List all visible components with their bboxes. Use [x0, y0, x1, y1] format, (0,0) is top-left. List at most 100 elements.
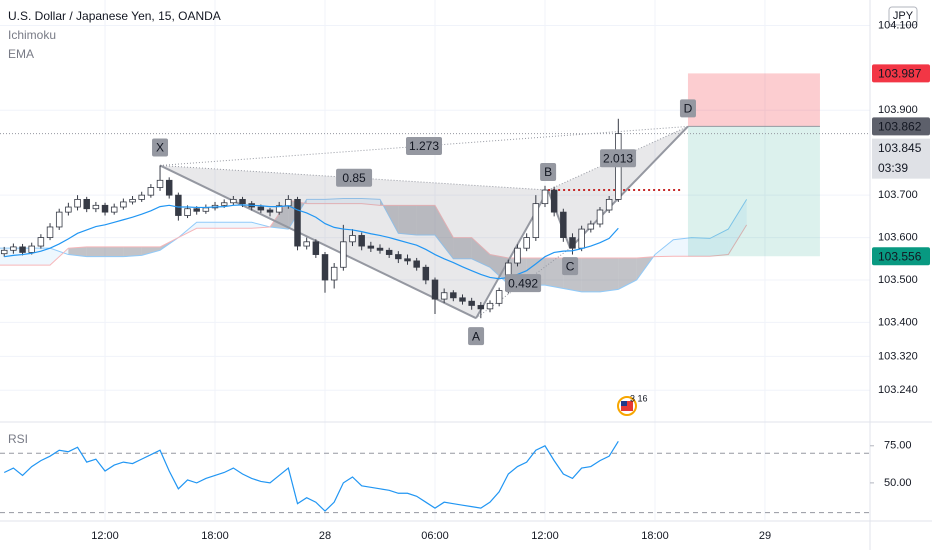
candle-body — [605, 198, 613, 211]
x-tick-label: 12:00 — [91, 530, 119, 542]
stop-zone[interactable] — [687, 73, 820, 127]
pattern-point-label[interactable]: B — [544, 165, 552, 179]
candle-body — [550, 189, 558, 213]
currency-box[interactable] — [888, 6, 918, 26]
pattern-ratio-box[interactable] — [600, 149, 637, 168]
x-tick-label: 06:00 — [421, 530, 449, 542]
pattern-ratio-box[interactable] — [505, 274, 542, 293]
pattern-ratio[interactable]: 0.492 — [508, 276, 538, 290]
candle-body — [468, 300, 475, 306]
candle-body — [349, 235, 356, 243]
x-tick-label: 18:00 — [201, 530, 229, 542]
pattern-point-label-box[interactable] — [468, 327, 485, 346]
candle-body — [10, 246, 17, 251]
pattern-point-label-box[interactable] — [679, 99, 696, 118]
candles — [0, 118, 622, 319]
pattern-ratio[interactable]: 1.273 — [409, 139, 439, 153]
candle-body — [596, 209, 604, 225]
candle-body — [46, 226, 54, 238]
legend: U.S. Dollar / Japanese Yen, 15, OANDA Ic… — [8, 9, 221, 446]
candle-body — [321, 254, 329, 281]
indicator-rsi[interactable]: RSI — [8, 432, 28, 446]
pattern-point-label[interactable]: X — [156, 141, 164, 155]
candle-body — [110, 206, 118, 213]
candle-body — [450, 292, 457, 299]
rsi-tick-label: 75.00 — [884, 440, 912, 452]
candle-body — [486, 302, 494, 310]
rsi-line — [3, 441, 619, 512]
candle-body — [413, 260, 420, 268]
indicator-ichimoku[interactable]: Ichimoku — [8, 28, 56, 42]
candle-body — [202, 207, 210, 212]
entry-tag: 103.862 — [878, 120, 922, 134]
currency[interactable]: JPY — [893, 10, 914, 22]
pattern-ratio-line — [159, 164, 549, 191]
event-label[interactable]: 3 16 — [630, 393, 648, 403]
target-tag-bg — [872, 247, 930, 266]
candle-body — [230, 198, 237, 204]
event-flag-canton[interactable] — [621, 401, 627, 406]
cloud-segment — [343, 198, 362, 204]
candle-body — [459, 297, 466, 302]
candle-body — [569, 237, 576, 249]
countdown: 03:39 — [878, 161, 908, 175]
target-zone[interactable] — [687, 126, 820, 257]
cloud-segment — [728, 199, 747, 255]
candle-body — [220, 202, 228, 206]
pattern-ratio[interactable]: 2.013 — [603, 151, 633, 165]
candle-body — [147, 187, 155, 196]
candle-body — [477, 305, 485, 310]
stop-tag: 103.987 — [878, 67, 922, 81]
cloud-segment — [123, 246, 142, 257]
candle-body — [138, 194, 145, 200]
x-tick-label: 12:00 — [531, 530, 559, 542]
pattern-ratio[interactable]: 0.85 — [342, 171, 366, 185]
candle-body — [193, 208, 200, 212]
candle-body — [560, 211, 567, 238]
candle-body — [37, 237, 45, 247]
pattern-point-label[interactable]: C — [566, 259, 575, 273]
indicator-ema[interactable]: EMA — [8, 47, 34, 61]
candle-body — [523, 237, 530, 249]
candle-body — [330, 266, 338, 281]
candle-body — [275, 205, 283, 213]
rsi-panel — [0, 441, 870, 514]
last-tag: 103.845 — [878, 141, 922, 155]
pattern-point-label-box[interactable] — [562, 257, 579, 276]
pattern-point-label[interactable]: A — [472, 329, 480, 343]
pattern-ratio-box[interactable] — [406, 136, 443, 155]
candle-body — [404, 258, 411, 262]
candle-body — [340, 241, 347, 268]
stop-tag-bg — [872, 64, 930, 83]
candle-body — [74, 198, 81, 208]
candle-body — [376, 247, 384, 251]
pattern-point-label[interactable]: D — [684, 102, 693, 116]
cloud-span-a — [0, 198, 748, 293]
y-tick-label: 103.500 — [878, 274, 918, 286]
candle-body — [19, 246, 26, 253]
last-tag-bg — [872, 138, 930, 179]
pattern-ratio-box[interactable] — [336, 168, 373, 187]
pattern-point-label-box[interactable] — [152, 138, 169, 157]
y-tick-label: 103.600 — [878, 231, 918, 243]
candle-body — [257, 206, 265, 211]
candle-body — [65, 206, 72, 213]
cloud-segment — [435, 205, 454, 259]
cloud-segment — [398, 205, 417, 236]
candle-body — [303, 241, 310, 247]
x-tick-label: 18:00 — [641, 530, 669, 542]
position — [0, 73, 870, 257]
candle-body — [532, 203, 540, 238]
pattern-labels: X A B C D 0.85 1.273 0.492 2.013 3 16 — [152, 99, 696, 416]
pattern-point-label-box[interactable] — [540, 163, 557, 182]
candle-body — [0, 249, 8, 255]
cloud-segment — [453, 237, 472, 259]
candle-body — [587, 223, 595, 230]
candle-body — [239, 198, 246, 205]
target-tag: 103.556 — [878, 249, 922, 263]
candle-body — [120, 201, 127, 208]
y-tick-label: 103.240 — [878, 384, 918, 396]
candle-body — [312, 241, 320, 255]
